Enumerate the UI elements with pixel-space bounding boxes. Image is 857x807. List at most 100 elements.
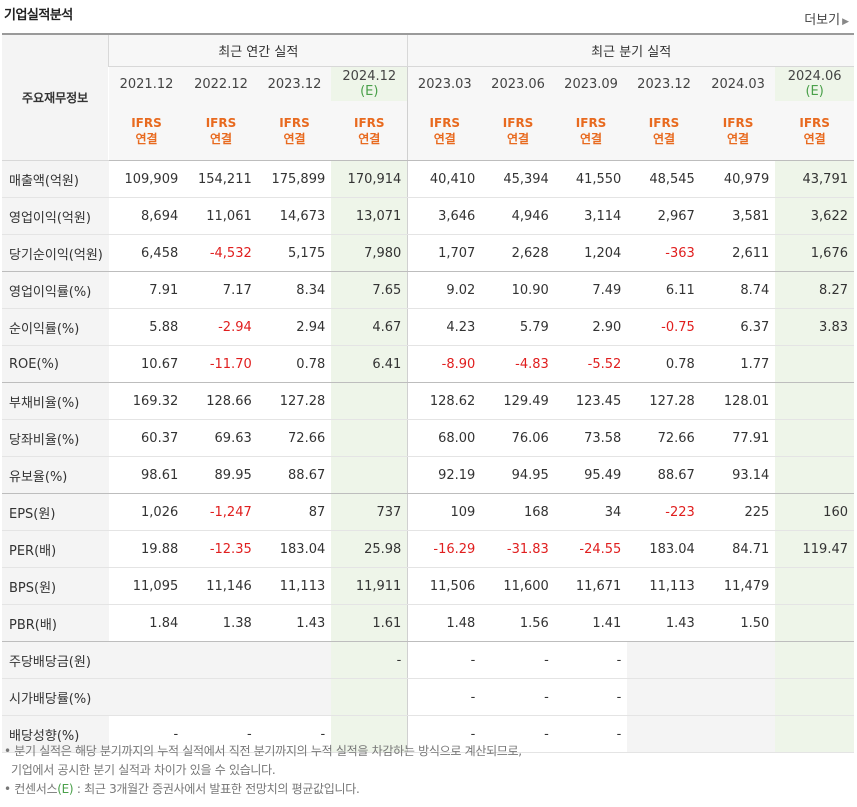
- value-cell: [775, 419, 854, 457]
- value-cell: -: [481, 678, 555, 716]
- table-row: ROE(%) 10.67 -11.70 0.78 6.41 -8.90 -4.83 -5.52…: [2, 345, 854, 383]
- value-cell: -1,247: [184, 493, 258, 531]
- value-cell: -: [481, 715, 555, 753]
- value-cell: 160: [775, 493, 854, 531]
- value-cell: -: [331, 641, 408, 679]
- period-header: 2022.12: [184, 66, 258, 101]
- table-row: 부채비율(%) 169.32 128.66 127.28 128.62 129.49 123…: [2, 382, 854, 420]
- value-cell: 25.98: [331, 530, 408, 568]
- value-cell: 11,600: [481, 567, 555, 605]
- value-cell: 6.37: [700, 308, 776, 346]
- value-cell: -0.75: [627, 308, 701, 346]
- value-cell: -: [407, 641, 482, 679]
- value-cell: 128.01: [700, 382, 776, 420]
- value-cell: 13,071: [331, 197, 408, 235]
- value-cell: 109: [407, 493, 482, 531]
- label-header: 주요재무정보: [2, 34, 109, 161]
- value-cell: -24.55: [554, 530, 628, 568]
- value-cell: -: [184, 715, 258, 753]
- ifrs-basis: IFRS 연결: [627, 101, 701, 161]
- period-header: 2024.06 (E): [775, 66, 854, 101]
- value-cell: 9.02: [407, 271, 482, 309]
- value-cell: -2.94: [184, 308, 258, 346]
- value-cell: 6.41: [331, 345, 408, 383]
- value-cell: 6.11: [627, 271, 701, 309]
- ifrs-basis: IFRS 연결: [775, 101, 854, 161]
- value-cell: 109,909: [108, 160, 185, 198]
- value-cell: -12.35: [184, 530, 258, 568]
- value-cell: 225: [700, 493, 776, 531]
- value-cell: -8.90: [407, 345, 482, 383]
- value-cell: [775, 456, 854, 494]
- value-cell: 77.91: [700, 419, 776, 457]
- value-cell: 94.95: [481, 456, 555, 494]
- value-cell: 93.14: [700, 456, 776, 494]
- section-title: 기업실적분석: [4, 8, 73, 23]
- value-cell: 69.63: [184, 419, 258, 457]
- value-cell: 4,946: [481, 197, 555, 235]
- value-cell: 1,204: [554, 234, 628, 272]
- value-cell: -11.70: [184, 345, 258, 383]
- period-header: 2023.12: [627, 66, 701, 101]
- value-cell: 34: [554, 493, 628, 531]
- value-cell: [331, 678, 408, 716]
- financial-table: 주요재무정보 최근 연간 실적 최근 분기 실적 2021.12 2022.12 2023…: [2, 33, 854, 753]
- value-cell: 4.23: [407, 308, 482, 346]
- table-row: EPS(원) 1,026 -1,247 87 737 109 168 34 -223 225 160: [2, 493, 854, 531]
- ifrs-basis: IFRS 연결: [257, 101, 332, 161]
- value-cell: 1.61: [331, 604, 408, 642]
- value-cell: 2,611: [700, 234, 776, 272]
- more-link[interactable]: 더보기 ▶: [804, 9, 849, 28]
- value-cell: 3,646: [407, 197, 482, 235]
- table-row: 당기순이익(억원) 6,458 -4,532 5,175 7,980 1,707 2,628…: [2, 234, 854, 272]
- value-cell: -: [481, 641, 555, 679]
- value-cell: 92.19: [407, 456, 482, 494]
- value-cell: [184, 678, 258, 716]
- value-cell: 88.67: [627, 456, 701, 494]
- value-cell: -363: [627, 234, 701, 272]
- value-cell: 1.41: [554, 604, 628, 642]
- row-label: 유보율(%): [2, 456, 109, 494]
- value-cell: [700, 678, 776, 716]
- table-row: PBR(배) 1.84 1.38 1.43 1.61 1.48 1.56 1.41 1.43 1.…: [2, 604, 854, 642]
- period-header: 2023.06: [481, 66, 555, 101]
- value-cell: 60.37: [108, 419, 185, 457]
- value-cell: 3,581: [700, 197, 776, 235]
- ifrs-basis: IFRS 연결: [700, 101, 776, 161]
- value-cell: -4,532: [184, 234, 258, 272]
- period-header: 2024.12 (E): [331, 66, 408, 101]
- value-cell: 40,979: [700, 160, 776, 198]
- value-cell: 11,911: [331, 567, 408, 605]
- table-row: 배당성향(%) - - - - - -: [2, 715, 854, 753]
- row-label: EPS(원): [2, 493, 109, 531]
- value-cell: -4.83: [481, 345, 555, 383]
- ifrs-basis: IFRS 연결: [184, 101, 258, 161]
- table-row: PER(배) 19.88 -12.35 183.04 25.98 -16.29 -31.83…: [2, 530, 854, 568]
- value-cell: [108, 641, 185, 679]
- value-cell: 1.43: [627, 604, 701, 642]
- row-label: ROE(%): [2, 345, 109, 383]
- footnotes: • 분기 실적은 해당 분기까지의 누적 실적에서 직전 분기까지의 누적 실적…: [4, 742, 522, 799]
- value-cell: [331, 382, 408, 420]
- value-cell: 129.49: [481, 382, 555, 420]
- value-cell: 7.65: [331, 271, 408, 309]
- value-cell: 11,113: [627, 567, 701, 605]
- table-row: 당좌비율(%) 60.37 69.63 72.66 68.00 76.06 73.58 72.…: [2, 419, 854, 457]
- value-cell: [331, 456, 408, 494]
- value-cell: 169.32: [108, 382, 185, 420]
- value-cell: 3,622: [775, 197, 854, 235]
- value-cell: 7.91: [108, 271, 185, 309]
- value-cell: [775, 678, 854, 716]
- row-label: 당기순이익(억원): [2, 234, 109, 272]
- value-cell: 5.79: [481, 308, 555, 346]
- ifrs-basis: IFRS 연결: [481, 101, 555, 161]
- value-cell: 72.66: [627, 419, 701, 457]
- value-cell: 8,694: [108, 197, 185, 235]
- value-cell: [775, 715, 854, 753]
- value-cell: 1.43: [257, 604, 332, 642]
- value-cell: 11,113: [257, 567, 332, 605]
- annual-group-header: 최근 연간 실적: [108, 34, 408, 67]
- value-cell: 11,061: [184, 197, 258, 235]
- value-cell: 40,410: [407, 160, 482, 198]
- row-label: 영업이익률(%): [2, 271, 109, 309]
